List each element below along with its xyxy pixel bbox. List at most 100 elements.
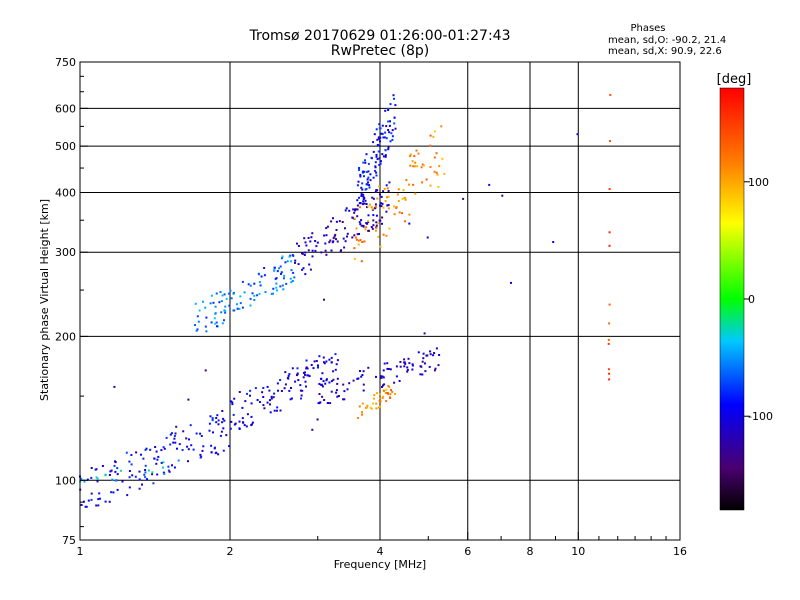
data-point bbox=[138, 470, 141, 473]
data-point bbox=[286, 260, 289, 263]
data-point bbox=[408, 213, 411, 216]
data-point bbox=[359, 370, 361, 372]
data-point bbox=[381, 202, 384, 205]
data-point bbox=[409, 155, 412, 158]
data-point bbox=[380, 160, 382, 163]
data-point bbox=[379, 204, 381, 207]
data-point bbox=[275, 282, 278, 285]
data-point bbox=[367, 170, 370, 173]
data-point bbox=[377, 222, 380, 225]
data-point bbox=[167, 469, 170, 472]
data-point bbox=[246, 392, 248, 395]
data-point bbox=[126, 494, 129, 497]
data-point bbox=[384, 131, 387, 134]
data-point bbox=[390, 389, 393, 391]
data-point bbox=[394, 393, 396, 395]
data-point bbox=[330, 356, 333, 359]
data-point bbox=[384, 154, 387, 157]
data-point bbox=[414, 161, 417, 164]
data-point bbox=[608, 322, 611, 325]
data-point bbox=[283, 277, 285, 280]
data-point bbox=[210, 444, 213, 447]
data-point bbox=[357, 239, 360, 242]
data-point bbox=[204, 369, 207, 372]
data-point bbox=[371, 157, 373, 160]
data-point bbox=[385, 184, 388, 187]
data-point bbox=[404, 198, 407, 201]
data-point bbox=[375, 214, 378, 217]
data-point bbox=[233, 397, 236, 400]
data-point bbox=[354, 236, 357, 239]
data-point bbox=[360, 193, 363, 196]
data-point bbox=[269, 411, 272, 414]
data-point bbox=[210, 294, 213, 297]
data-point bbox=[97, 504, 100, 507]
data-point bbox=[408, 183, 411, 186]
data-point bbox=[162, 471, 165, 474]
data-point bbox=[373, 133, 376, 136]
data-point bbox=[375, 224, 378, 227]
data-point bbox=[364, 228, 367, 231]
data-point bbox=[397, 200, 400, 202]
data-point bbox=[84, 505, 87, 508]
data-point bbox=[249, 297, 252, 300]
data-point bbox=[290, 260, 293, 263]
data-point bbox=[365, 153, 368, 156]
data-point bbox=[325, 378, 328, 381]
data-point bbox=[373, 394, 376, 397]
data-point bbox=[223, 419, 226, 422]
data-point bbox=[152, 482, 155, 485]
data-point bbox=[90, 476, 93, 479]
data-point bbox=[273, 392, 276, 395]
data-point bbox=[188, 438, 190, 441]
data-point bbox=[155, 462, 158, 465]
data-point bbox=[356, 208, 359, 211]
data-point bbox=[359, 206, 361, 209]
data-point bbox=[356, 417, 359, 419]
data-point bbox=[251, 292, 254, 295]
data-point bbox=[387, 148, 390, 151]
data-point bbox=[249, 304, 252, 307]
data-point bbox=[236, 307, 239, 310]
data-point bbox=[243, 424, 246, 427]
data-point bbox=[378, 185, 380, 188]
data-point bbox=[283, 387, 286, 390]
data-point bbox=[110, 469, 113, 472]
data-point bbox=[387, 207, 390, 210]
data-point bbox=[99, 497, 101, 500]
y-tick-label: 400 bbox=[55, 186, 76, 199]
data-point bbox=[364, 161, 367, 164]
data-point bbox=[138, 478, 141, 481]
data-point bbox=[337, 395, 340, 397]
data-point bbox=[335, 238, 337, 241]
data-point bbox=[360, 219, 363, 222]
data-point bbox=[385, 125, 388, 128]
data-point bbox=[119, 469, 122, 472]
data-point bbox=[302, 267, 305, 270]
data-point bbox=[332, 237, 335, 240]
data-point bbox=[356, 184, 359, 187]
data-point bbox=[384, 200, 387, 202]
data-point bbox=[358, 221, 361, 224]
data-point bbox=[320, 377, 323, 380]
data-point bbox=[396, 193, 399, 196]
data-point bbox=[292, 271, 295, 274]
data-point bbox=[323, 234, 326, 237]
data-point bbox=[361, 413, 364, 416]
data-point bbox=[222, 449, 225, 452]
data-point bbox=[299, 389, 302, 392]
data-point bbox=[375, 155, 378, 158]
data-point bbox=[356, 204, 359, 207]
data-point bbox=[432, 354, 435, 357]
data-point bbox=[163, 472, 166, 475]
data-point bbox=[303, 254, 306, 256]
data-point bbox=[198, 309, 201, 312]
data-point bbox=[173, 435, 176, 437]
data-point bbox=[374, 191, 377, 193]
data-point bbox=[423, 332, 426, 335]
data-point bbox=[363, 170, 366, 173]
data-point bbox=[380, 132, 383, 135]
data-point bbox=[404, 197, 406, 199]
data-point bbox=[325, 379, 328, 382]
data-point bbox=[317, 364, 319, 367]
